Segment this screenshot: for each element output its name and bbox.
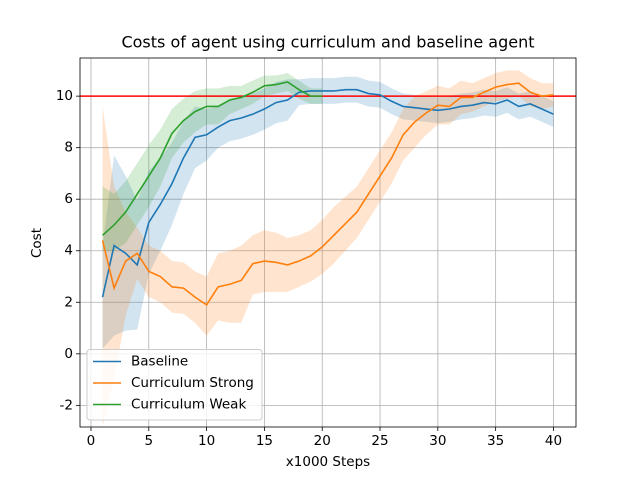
legend-label: Curriculum Strong [131,375,254,391]
y-tick-label: 8 [64,140,73,156]
line [102,81,323,236]
x-tick-label: 15 [256,433,273,449]
chart-title: Costs of agent using curriculum and base… [121,33,534,52]
x-tick-label: 40 [545,433,562,449]
y-tick-label: 4 [64,243,73,259]
x-tick-label: 25 [371,433,388,449]
y-axis-label: Cost [29,228,45,258]
x-tick-label: 0 [87,433,96,449]
y-tick-label: 6 [64,191,73,207]
x-tick-label: 20 [314,433,331,449]
x-tick-label: 5 [144,433,153,449]
y-tick-label: 0 [64,346,73,362]
x-tick-label: 10 [198,433,215,449]
line [101,88,554,298]
legend-label: Curriculum Weak [131,397,246,413]
legend-box [86,349,263,421]
plot [80,70,576,426]
confidence-band [102,70,554,426]
legend-label: Baseline [131,354,188,370]
x-tick-label: 35 [487,433,504,449]
x-tick-label: 30 [429,433,446,449]
y-tick-label: -2 [60,397,73,413]
axes-frame [79,57,577,428]
confidence-band [102,76,554,349]
line [101,82,554,306]
y-tick-label: 2 [64,294,73,310]
y-tick-label: 10 [56,88,73,104]
x-axis-label: x1000 Steps [286,454,370,470]
